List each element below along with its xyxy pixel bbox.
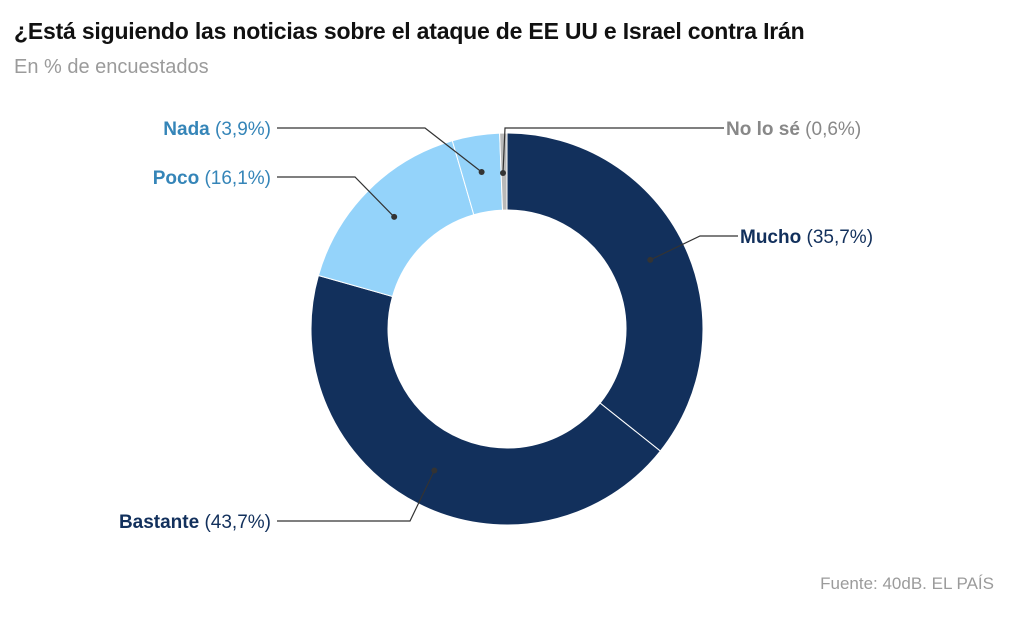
slice-label-no-lo-s: No lo sé (0,6%) — [726, 119, 861, 140]
leader-dot-no-lo-s — [500, 170, 506, 176]
leader-line-mucho — [649, 235, 738, 261]
chart-title: ¿Está siguiendo las noticias sobre el at… — [14, 18, 805, 44]
slice-label-name: Nada — [163, 119, 210, 140]
slice-label-name: No lo sé — [726, 119, 800, 140]
slice-label-bastante: Bastante (43,7%) — [119, 512, 271, 533]
slice-label-value: (0,6%) — [800, 119, 861, 140]
slice-bastante — [310, 274, 662, 526]
leader-line-poco — [277, 176, 395, 218]
leader-dot-nada — [478, 168, 485, 175]
leader-line-bastante — [277, 470, 435, 522]
slice-label-mucho: Mucho (35,7%) — [740, 227, 873, 248]
slice-label-name: Poco — [153, 168, 199, 189]
leader-line-no-lo-s — [502, 127, 724, 174]
slice-label-name: Mucho — [740, 227, 801, 248]
slice-label-value: (16,1%) — [199, 168, 271, 189]
slice-label-value: (35,7%) — [801, 227, 873, 248]
leader-dot-mucho — [647, 256, 654, 263]
leader-line-nada — [277, 127, 482, 173]
source-note: Fuente: 40dB. EL PAÍS — [820, 574, 994, 593]
leader-dot-poco — [391, 213, 398, 220]
slice-label-value: (3,9%) — [210, 119, 271, 140]
slice-label-nada: Nada (3,9%) — [163, 119, 271, 140]
slice-label-poco: Poco (16,1%) — [153, 168, 271, 189]
slice-label-value: (43,7%) — [199, 512, 271, 533]
slice-mucho — [506, 132, 704, 452]
chart-subtitle: En % de encuestados — [14, 56, 209, 78]
slice-label-name: Bastante — [119, 512, 199, 533]
leader-dot-bastante — [431, 467, 438, 474]
